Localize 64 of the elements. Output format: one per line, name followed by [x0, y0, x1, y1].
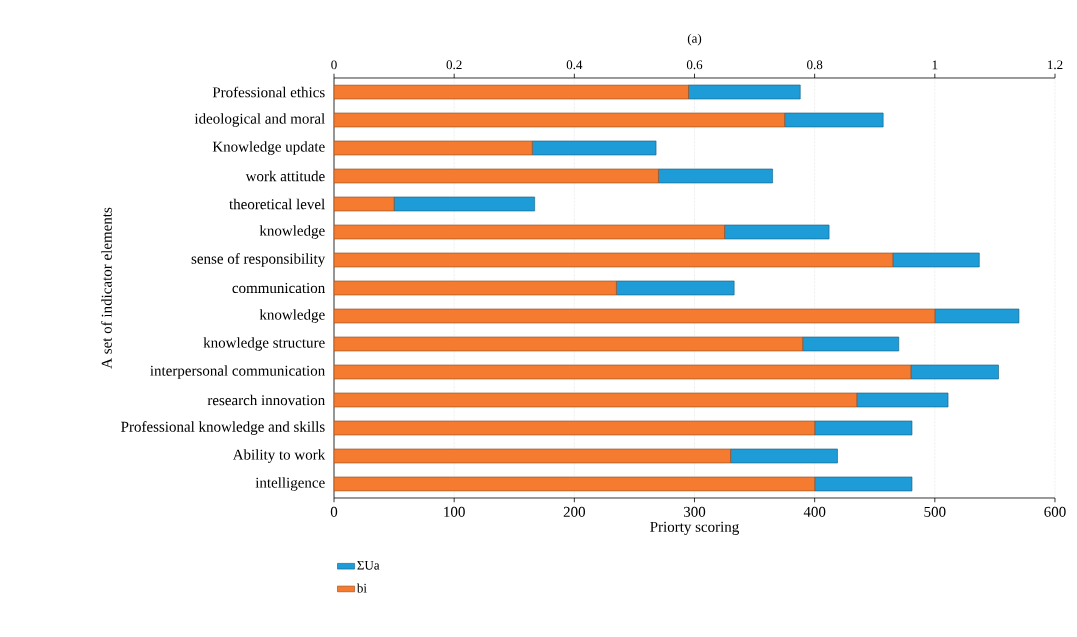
bar	[730, 448, 838, 464]
x2-tick-label: 0.6	[686, 60, 703, 70]
bar	[334, 476, 815, 492]
y-tick-label: theoretical level	[229, 198, 325, 210]
bar	[334, 336, 803, 352]
bar	[334, 392, 858, 408]
bar	[334, 196, 395, 212]
bar	[856, 392, 949, 408]
y-tick-label: work attitude	[245, 170, 325, 182]
bar	[334, 308, 936, 324]
y-tick-label: ideological and moral	[194, 113, 325, 127]
y-tick-label: Ability to work	[232, 449, 326, 463]
legend-label: ΣUa	[357, 560, 380, 570]
y-axis-title: A set of indicator elements	[101, 207, 112, 369]
bar	[334, 112, 785, 128]
bar	[334, 420, 815, 436]
bar	[892, 252, 980, 268]
bar	[616, 280, 735, 296]
x2-tick-label: 1.2	[1048, 60, 1063, 70]
y-tick-label: research innovation	[207, 394, 325, 406]
bar	[334, 168, 659, 184]
bar	[814, 476, 913, 492]
bar	[802, 336, 900, 352]
y-tick-label: interpersonal communication	[150, 365, 325, 379]
y-tick-label: knowledge	[259, 225, 325, 239]
y-tick-label: knowledge	[259, 309, 325, 323]
x2-tick-label: 0.2	[446, 60, 462, 70]
bar	[334, 280, 617, 296]
y-tick-label: intelligence	[255, 477, 325, 491]
x-tick-label: 400	[803, 506, 826, 517]
x-tick-label: 300	[683, 506, 706, 517]
x2-tick-label: 0.4	[566, 60, 583, 70]
bar	[910, 364, 999, 380]
bar	[334, 140, 533, 156]
bar	[724, 224, 830, 240]
x2-tick-label: 1	[932, 60, 938, 70]
bar	[334, 84, 689, 100]
bar	[334, 252, 894, 268]
x-tick-label: 200	[563, 506, 586, 517]
y-tick-label: communication	[232, 282, 325, 294]
bar	[393, 196, 535, 212]
bar	[934, 308, 1020, 324]
chart-title: (a)	[687, 33, 702, 46]
y-tick-label: Professional knowledge and skills	[121, 421, 325, 435]
bar	[784, 112, 884, 128]
x-tick-label: 600	[1044, 506, 1066, 517]
x-tick-label: 100	[444, 506, 465, 517]
y-tick-label: sense of responsibility	[191, 253, 326, 267]
bar	[531, 140, 657, 156]
y-tick-label: Knowledge update	[212, 141, 325, 155]
bar	[688, 84, 801, 100]
y-tick-label: knowledge structure	[203, 337, 325, 351]
x2-tick-label: 0	[331, 60, 337, 70]
x-tick-label: 500	[924, 506, 946, 517]
bar	[814, 420, 913, 436]
x-axis-title: Priorty scoring	[650, 521, 739, 535]
bar	[658, 168, 773, 184]
y-tick-label: Professional ethics	[212, 86, 325, 98]
x-tick-label: 0	[330, 506, 338, 517]
bar	[334, 364, 912, 380]
bar	[334, 448, 731, 464]
x2-tick-label: 0.8	[807, 60, 823, 70]
bar	[334, 224, 725, 240]
legend-label: bi	[356, 583, 367, 593]
